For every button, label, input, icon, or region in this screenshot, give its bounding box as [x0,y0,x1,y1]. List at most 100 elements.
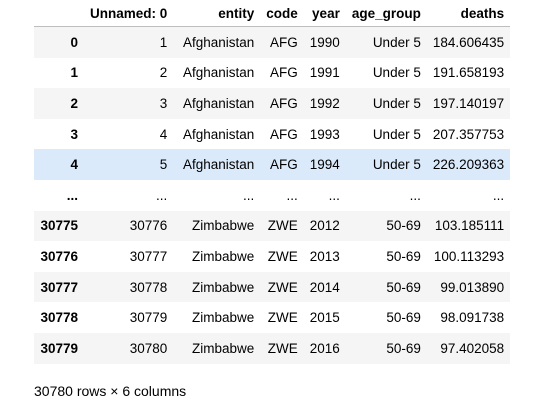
cell-age-group: 50-69 [386,310,421,326]
table-row: 30776 30777 Zimbabwe ZWE 2013 50-69 100.113293 [34,241,511,272]
header-code: code [260,0,304,27]
row-index: 2 [70,95,78,111]
cell-code: ZWE [267,340,298,356]
row-index: 4 [70,157,78,173]
cell-deaths: 103.185111 [434,218,505,234]
cell-year: 1993 [309,126,340,142]
cell-deaths: 98.091738 [440,310,505,326]
header-age-group: age_group [345,0,427,27]
cell-code: ZWE [267,248,298,264]
cell-age-group: Under 5 [372,95,421,111]
header-entity: entity [173,0,261,27]
dataframe-output: Unnamed: 0 entity code year age_group de… [34,0,511,364]
cell-age-group: Under 5 [372,126,421,142]
ellipsis-row: ..................... [34,179,511,211]
cell-entity: Afghanistan [182,95,255,111]
cell-unnamed-0: 1 [159,34,168,50]
table-row: 30775 30776 Zimbabwe ZWE 2012 50-69 103.185111 [34,210,511,242]
table-row: 3 4 Afghanistan AFG 1993 Under 5 207.357753 [34,118,511,150]
table-row: 2 3 Afghanistan AFG 1992 Under 5 197.140197 [34,88,511,119]
dataframe-table: Unnamed: 0 entity code year age_group de… [34,0,511,364]
cell-year: 1994 [309,157,340,173]
table-header: Unnamed: 0 entity code year age_group de… [34,0,511,27]
row-index: 30777 [40,279,78,295]
table-row: 30777 30778 Zimbabwe ZWE 2014 50-69 99.013890 [34,271,511,303]
cell-code: ... [286,187,298,203]
cell-entity: ... [243,187,255,203]
cell-unnamed-0: 30777 [129,248,168,264]
cell-deaths: 97.402058 [440,340,505,356]
cell-age-group: 50-69 [386,218,421,234]
dataframe-shape-note: 30780 rows × 6 columns [34,383,187,399]
row-index: 1 [70,65,78,81]
cell-unnamed-0: 3 [159,95,168,111]
cell-unnamed-0: 4 [159,126,168,142]
row-index: 30775 [40,218,78,234]
row-index: 30776 [40,248,78,264]
cell-deaths: 191.658193 [432,65,505,81]
cell-code: AFG [270,126,298,142]
cell-code: ZWE [267,218,298,234]
row-index: 30779 [40,340,78,356]
header-index [34,0,84,27]
cell-code: AFG [270,34,298,50]
table-row: 30778 30779 Zimbabwe ZWE 2015 50-69 98.091738 [34,302,511,333]
cell-deaths: 226.209363 [432,157,505,173]
cell-entity: Zimbabwe [191,310,255,326]
cell-deaths: 184.606435 [432,34,505,50]
cell-year: 1992 [309,95,340,111]
cell-deaths: 100.113293 [433,248,505,264]
cell-code: AFG [270,65,298,81]
cell-unnamed-0: ... [156,187,168,203]
cell-code: ZWE [267,310,298,326]
cell-year: 2012 [309,218,340,234]
cell-code: ZWE [267,279,298,295]
cell-deaths: ... [492,187,505,203]
cell-year: ... [328,187,340,203]
cell-deaths: 197.140197 [432,95,505,111]
cell-entity: Afghanistan [182,157,255,173]
cell-year: 1990 [309,34,340,50]
cell-year: 2013 [309,248,340,264]
table-row: 30779 30780 Zimbabwe ZWE 2016 50-69 97.402058 [34,332,511,364]
cell-entity: Afghanistan [182,65,255,81]
row-index: 3 [70,126,78,142]
cell-code: AFG [270,95,298,111]
cell-unnamed-0: 2 [159,65,168,81]
table-body: 0 1 Afghanistan AFG 1990 Under 5 184.606435 1 2 A… [34,26,511,364]
row-index: ... [66,187,78,203]
table-row: 1 2 Afghanistan AFG 1991 Under 5 191.658193 [34,57,511,89]
header-row: Unnamed: 0 entity code year age_group de… [34,0,511,27]
cell-unnamed-0: 5 [159,157,168,173]
cell-unnamed-0: 30776 [129,218,168,234]
cell-age-group: 50-69 [386,248,421,264]
table-row: 0 1 Afghanistan AFG 1990 Under 5 184.606435 [34,26,511,58]
header-deaths: deaths [426,0,511,27]
cell-entity: Afghanistan [182,126,255,142]
table-row: 4 5 Afghanistan AFG 1994 Under 5 226.209363 [34,149,511,180]
cell-year: 2014 [309,279,340,295]
cell-unnamed-0: 30778 [129,279,168,295]
header-year: year [303,0,346,27]
cell-age-group: Under 5 [372,157,421,173]
cell-deaths: 99.013890 [440,279,505,295]
cell-entity: Zimbabwe [191,279,255,295]
cell-year: 1991 [309,65,340,81]
cell-age-group: Under 5 [372,65,421,81]
row-index: 30778 [40,310,78,326]
cell-entity: Zimbabwe [191,340,255,356]
cell-year: 2015 [309,310,340,326]
cell-deaths: 207.357753 [432,126,505,142]
cell-age-group: Under 5 [372,34,421,50]
header-unnamed-0: Unnamed: 0 [84,0,174,27]
cell-unnamed-0: 30780 [129,340,168,356]
cell-code: AFG [270,157,298,173]
cell-year: 2016 [309,340,340,356]
cell-age-group: 50-69 [386,279,421,295]
cell-entity: Zimbabwe [191,248,255,264]
cell-entity: Zimbabwe [191,218,255,234]
cell-entity: Afghanistan [182,34,255,50]
cell-age-group: 50-69 [386,340,421,356]
row-index: 0 [70,34,78,50]
cell-age-group: ... [409,187,421,203]
